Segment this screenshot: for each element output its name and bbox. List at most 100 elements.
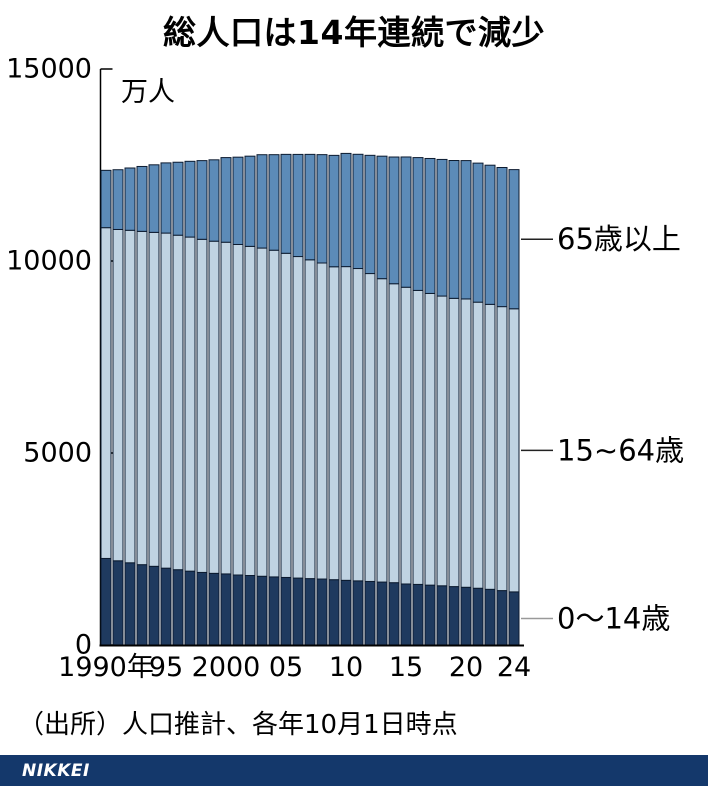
bar-segment (220, 241, 232, 575)
bar-segment (148, 164, 160, 233)
bar-segment (328, 579, 340, 646)
bar-segment (448, 160, 460, 299)
bar-segment (364, 580, 376, 646)
bar-segment (232, 243, 244, 576)
bar-segment (220, 157, 232, 243)
bar-segment (292, 256, 304, 579)
bar-segment (400, 286, 412, 585)
y-tick-label: 0 (75, 630, 92, 661)
bar-segment (484, 303, 496, 590)
bar-segment (136, 564, 148, 646)
bar-segment (136, 230, 148, 566)
bar-segment (244, 574, 256, 646)
x-tick-label: 20 (449, 652, 483, 683)
bar-segment (184, 570, 196, 646)
bar-segment (328, 266, 340, 581)
bar-segment (256, 575, 268, 646)
bar-segment (268, 249, 280, 578)
bar-segment (400, 583, 412, 646)
bar-segment (412, 289, 424, 585)
x-tick-label: 95 (149, 652, 183, 683)
bar-segment (412, 583, 424, 646)
bar-segment (304, 578, 316, 646)
bar-segment (172, 161, 184, 236)
bar-segment (256, 247, 268, 577)
bar-segment (496, 590, 508, 646)
bar-segment (136, 165, 148, 232)
x-tick-label: 24 (497, 652, 531, 683)
bar-segment (268, 154, 280, 251)
series-annotation-label: 65歳以上 (557, 222, 681, 256)
bar-segment (196, 238, 208, 573)
bar-segment (328, 154, 340, 268)
bar-segment (112, 228, 124, 562)
nikkei-logo: NIKKEI (22, 760, 90, 781)
bar-segment (472, 162, 484, 303)
bar-segment (508, 591, 520, 646)
bar-segment (316, 154, 328, 264)
bar-segment (424, 584, 436, 646)
bar-segment (304, 259, 316, 580)
y-tick-label: 5000 (23, 438, 92, 469)
bar-segment (484, 588, 496, 646)
bar-segment (496, 166, 508, 308)
bar-segment (160, 162, 172, 234)
bar-segment (388, 582, 400, 646)
bar-segment (460, 298, 472, 588)
bar-segment (244, 245, 256, 576)
bar-segment (148, 565, 160, 646)
bar-segment (292, 577, 304, 646)
bar-segment (352, 580, 364, 646)
bar-segment (220, 573, 232, 646)
series-annotation-label: 15~64歳 (557, 433, 684, 467)
y-tick-label: 10000 (6, 246, 92, 277)
bar-segment (472, 301, 484, 589)
bar-segment (280, 153, 292, 254)
bar-segment (472, 587, 484, 646)
bar-segment (100, 227, 112, 559)
bar-segment (388, 283, 400, 584)
bar-segment (316, 578, 328, 646)
bar-segment (172, 234, 184, 571)
bar-segment (208, 572, 220, 646)
bar-segment (340, 266, 352, 581)
bar-segment (124, 167, 136, 231)
bar-segment (424, 292, 436, 586)
bar-segment (460, 160, 472, 300)
bar-segment (184, 160, 196, 238)
x-tick-label: 1990年 (58, 652, 154, 683)
nikkei-footer: NIKKEI (0, 755, 708, 786)
bar-segment (124, 229, 136, 564)
bar-segment (340, 152, 352, 268)
bar-segment (100, 169, 112, 229)
bar-segment (352, 153, 364, 270)
bar-segment (112, 560, 124, 646)
bar-segment (256, 154, 268, 249)
bar-segment (208, 159, 220, 242)
bar-segment (160, 232, 172, 569)
series-annotation-label: 0〜14歳 (557, 601, 670, 635)
bar-segment (508, 169, 520, 310)
bar-segment (196, 160, 208, 240)
bar-segment (268, 576, 280, 646)
bar-segment (280, 252, 292, 578)
unit-label: 万人 (121, 77, 175, 108)
bar-segment (304, 153, 316, 261)
bar-segment (448, 586, 460, 646)
bar-segment (376, 155, 388, 280)
bar-segment (352, 268, 364, 582)
bar-segment (292, 153, 304, 258)
bar-segment (280, 576, 292, 646)
x-tick-label: 05 (269, 652, 303, 683)
bar-segment (340, 579, 352, 646)
bar-segment (436, 585, 448, 646)
bar-segment (388, 156, 400, 285)
bar-segment (496, 306, 508, 592)
bar-segment (436, 295, 448, 587)
bar-segment (100, 557, 112, 646)
bar-segment (196, 571, 208, 646)
bar-segment (400, 156, 412, 288)
bar-segment (460, 586, 472, 646)
bar-segment (508, 308, 520, 593)
